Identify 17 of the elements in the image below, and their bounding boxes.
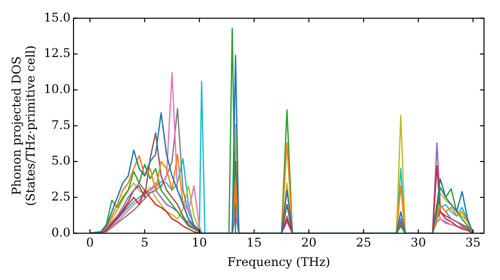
y-axis-title: Phonon projected DOS (States/THz·primitive cell) bbox=[9, 45, 38, 206]
x-tick-label: 30 bbox=[410, 236, 426, 250]
y-tick-label: 5.0 bbox=[51, 154, 71, 168]
y-tick-label: 15.0 bbox=[44, 10, 71, 24]
x-tick-label: 10 bbox=[192, 236, 208, 250]
x-tick-label: 35 bbox=[465, 236, 481, 250]
y-tick-label: 12.5 bbox=[44, 46, 71, 60]
x-tick-label: 15 bbox=[246, 236, 262, 250]
y-tick-label: 7.5 bbox=[51, 118, 71, 132]
y-tick-label: 10.0 bbox=[44, 82, 71, 96]
x-tick-label: 5 bbox=[140, 236, 148, 250]
x-tick-label: 20 bbox=[301, 236, 316, 250]
y-tick-label: 0.0 bbox=[51, 225, 71, 240]
x-tick-label: 25 bbox=[356, 236, 372, 250]
x-axis-title: Frequency (THz) bbox=[227, 254, 330, 269]
x-tick-label: 0 bbox=[86, 236, 94, 250]
y-tick-label: 2.5 bbox=[51, 189, 71, 204]
